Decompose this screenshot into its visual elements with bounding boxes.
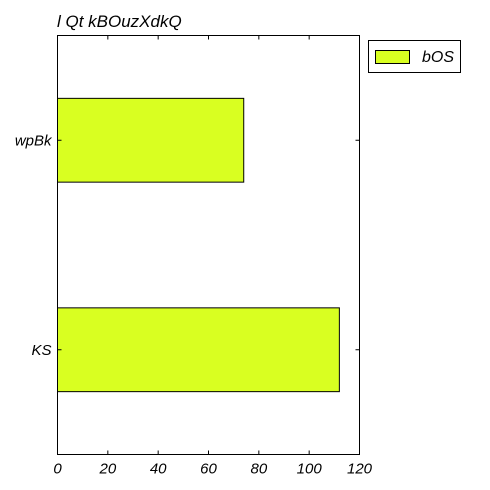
bar-KS: [57, 307, 340, 393]
chart-title: l Qt kBOuzXdkQ: [57, 12, 182, 31]
x-axis: 0 20 40 60 80 100 120: [53, 35, 373, 478]
x-tick-label: 80: [250, 461, 267, 478]
x-tick-label: 120: [347, 461, 373, 478]
legend-swatch-bOS: [375, 50, 410, 64]
x-tick-label: 40: [150, 461, 167, 478]
x-tick-label: 100: [297, 461, 323, 478]
x-tick-label: 20: [98, 461, 116, 478]
y-tick-label: wpBk: [15, 132, 53, 149]
y-axis: wpBk KS: [15, 132, 360, 359]
x-tick-label: 0: [53, 461, 62, 478]
x-tick-label: 60: [200, 461, 217, 478]
legend-label-bOS: bOS: [422, 49, 454, 66]
legend: bOS: [368, 40, 461, 73]
y-tick-label: KS: [31, 342, 51, 359]
bars-layer: [57, 97, 340, 393]
bar-wpBk: [57, 97, 245, 183]
